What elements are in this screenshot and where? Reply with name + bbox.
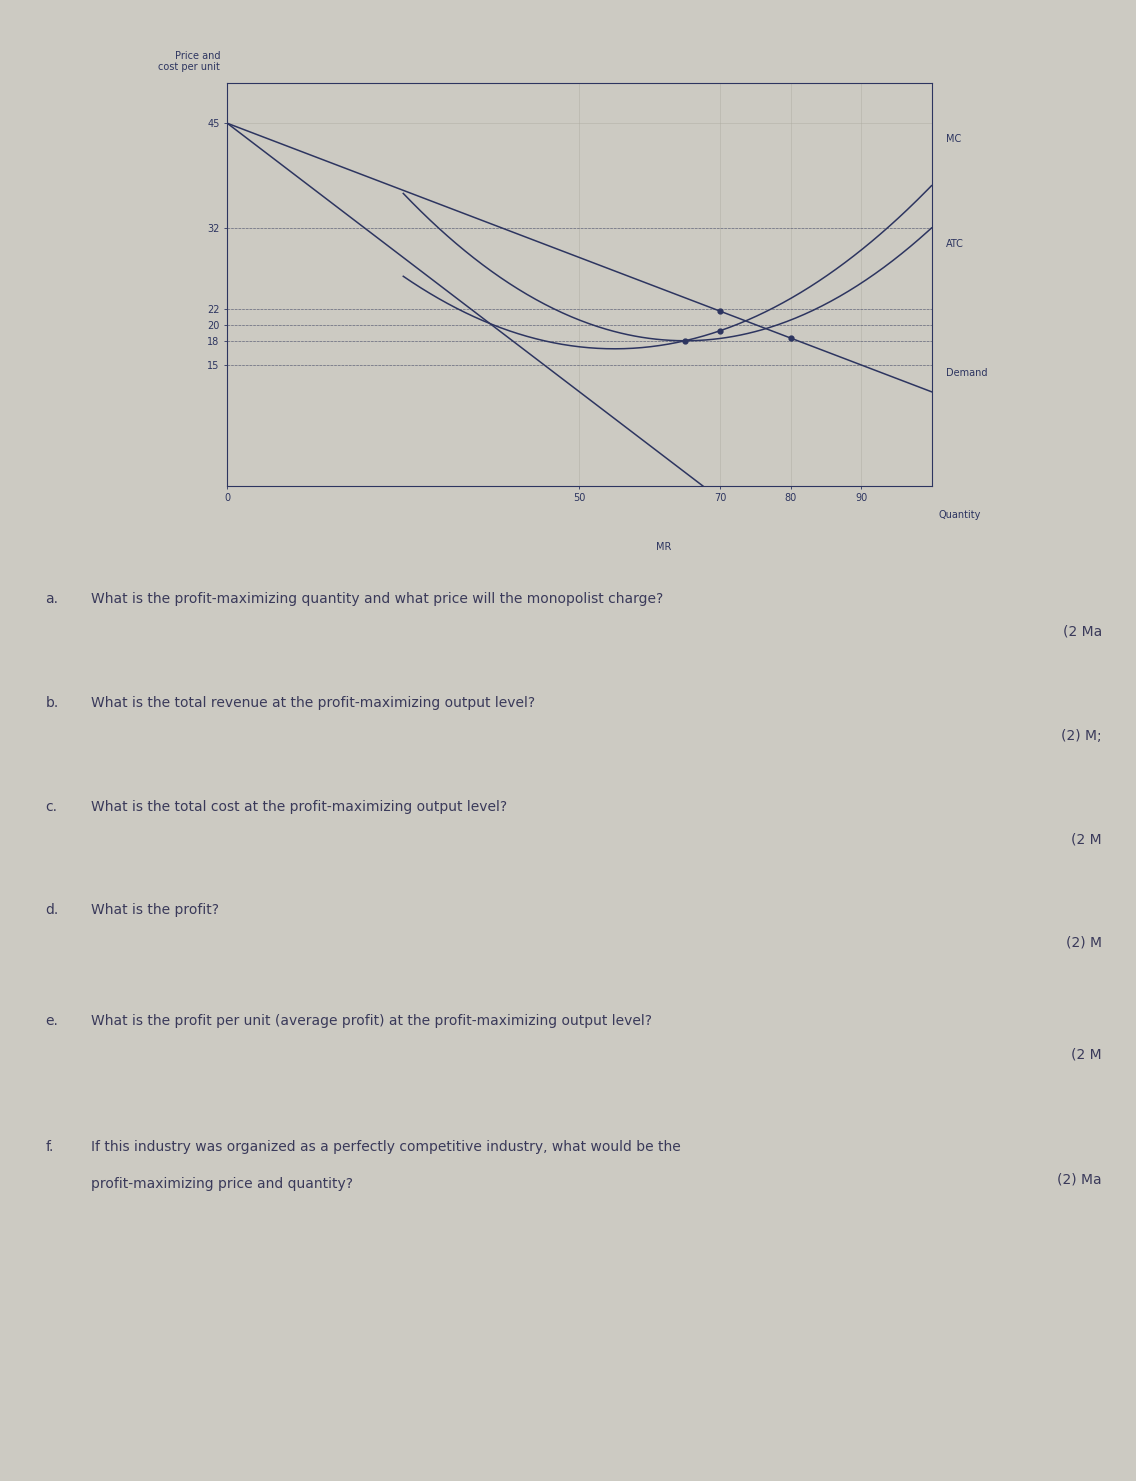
Text: c.: c. — [45, 800, 58, 813]
Text: Quantity: Quantity — [938, 509, 982, 520]
Text: What is the total revenue at the profit-maximizing output level?: What is the total revenue at the profit-… — [91, 696, 535, 709]
Text: If this industry was organized as a perfectly competitive industry, what would b: If this industry was organized as a perf… — [91, 1140, 680, 1154]
Text: (2 Ma: (2 Ma — [1062, 625, 1102, 638]
Text: (2) M: (2) M — [1066, 936, 1102, 949]
Text: f.: f. — [45, 1140, 53, 1154]
Text: profit-maximizing price and quantity?: profit-maximizing price and quantity? — [91, 1177, 353, 1191]
Text: (2) M;: (2) M; — [1061, 729, 1102, 742]
Text: What is the profit?: What is the profit? — [91, 903, 219, 917]
Text: ATC: ATC — [945, 238, 963, 249]
Text: b.: b. — [45, 696, 59, 709]
Text: (2) Ma: (2) Ma — [1058, 1173, 1102, 1186]
Text: What is the profit-maximizing quantity and what price will the monopolist charge: What is the profit-maximizing quantity a… — [91, 592, 663, 606]
Text: (2 M: (2 M — [1071, 1047, 1102, 1060]
Text: MR: MR — [657, 542, 671, 552]
Text: d.: d. — [45, 903, 59, 917]
Text: Price and
cost per unit: Price and cost per unit — [158, 50, 220, 73]
Text: Demand: Demand — [945, 367, 987, 378]
Text: What is the total cost at the profit-maximizing output level?: What is the total cost at the profit-max… — [91, 800, 507, 813]
Text: a.: a. — [45, 592, 58, 606]
Text: MC: MC — [945, 135, 961, 144]
Text: What is the profit per unit (average profit) at the profit-maximizing output lev: What is the profit per unit (average pro… — [91, 1014, 652, 1028]
Text: (2 M: (2 M — [1071, 832, 1102, 846]
Text: e.: e. — [45, 1014, 58, 1028]
